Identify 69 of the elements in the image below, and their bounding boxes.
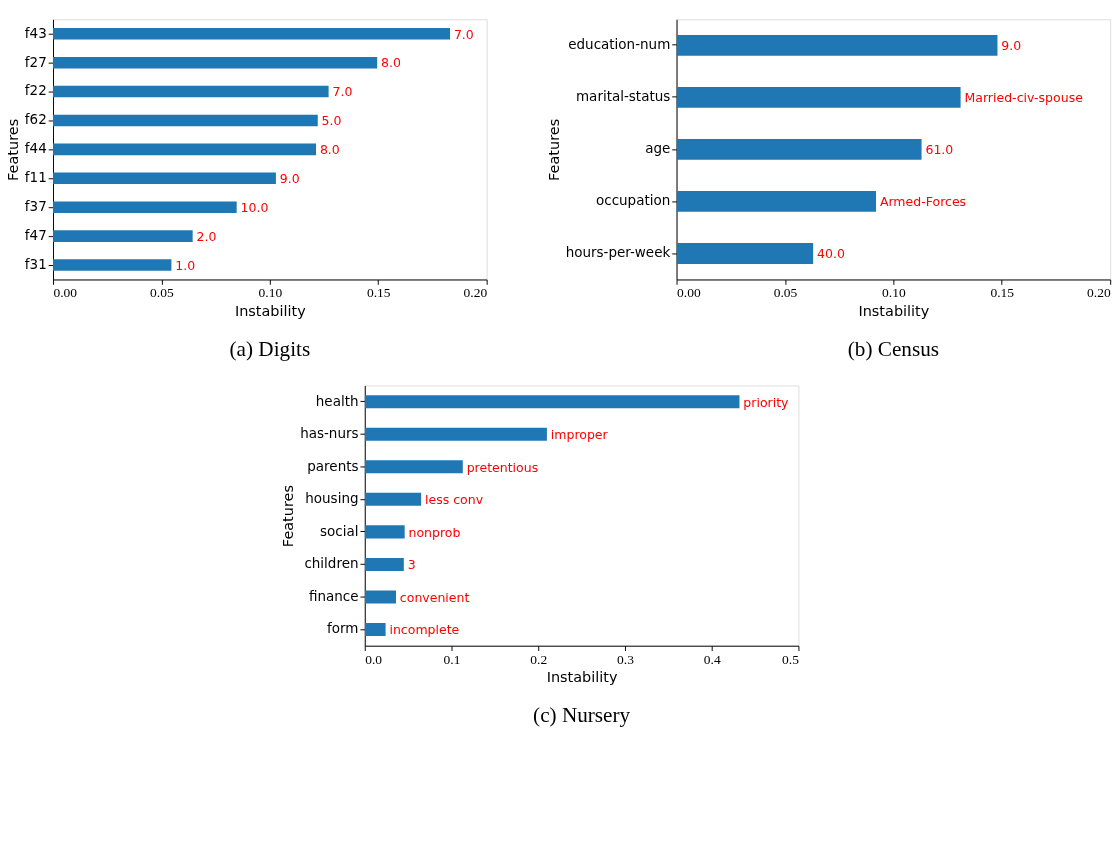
- annotation: improper: [550, 427, 609, 443]
- x-tick-label: 0.00: [53, 285, 78, 301]
- x-tick-label: 0.2: [530, 651, 548, 667]
- annotation: 8.0: [319, 142, 340, 158]
- y-tick-label: f11: [24, 169, 47, 186]
- y-axis-title: Features: [545, 118, 562, 181]
- y-axis-title: Features: [5, 118, 22, 181]
- x-axis-title: Instability: [858, 302, 930, 319]
- x-axis-title: Instability: [234, 302, 307, 319]
- annotation: 7.0: [332, 84, 353, 100]
- x-tick-label: 0.10: [258, 285, 283, 301]
- annotation: 8.0: [381, 55, 401, 71]
- x-tick-label: 0.10: [882, 285, 906, 301]
- y-tick-label: has-nurs: [300, 425, 359, 442]
- y-tick-label: f43: [24, 24, 47, 41]
- y-tick-label: health: [315, 392, 359, 409]
- x-tick-label: 0.20: [1087, 285, 1111, 301]
- x-tick-label: 0.1: [443, 651, 461, 667]
- y-tick-label: finance: [308, 587, 359, 604]
- annotation: less conv: [425, 492, 484, 508]
- x-tick-label: 0.20: [463, 285, 488, 301]
- y-tick-label: f31: [24, 255, 47, 272]
- y-tick-label: marital-status: [575, 88, 671, 105]
- x-tick-label: 0.15: [366, 285, 391, 301]
- annotation: 61.0: [925, 142, 954, 158]
- x-tick-label: 0.0: [365, 651, 383, 667]
- y-tick-label: f44: [24, 140, 47, 157]
- text: (c) Nursery: [533, 702, 631, 727]
- y-tick-label: children: [304, 555, 359, 572]
- annotation: nonprob: [408, 524, 461, 540]
- y-tick-label: parents: [307, 457, 359, 474]
- annotation: 7.0: [453, 26, 474, 42]
- y-axis-title: Features: [280, 485, 297, 548]
- annotation: 9.0: [279, 171, 300, 187]
- y-tick-label: f27: [24, 53, 47, 70]
- y-tick-label: education-num: [568, 36, 671, 53]
- y-tick-label: form: [327, 620, 359, 637]
- annotation: pretentious: [466, 459, 539, 475]
- annotation: convenient: [399, 589, 470, 605]
- text: (b) Census: [847, 336, 939, 361]
- y-tick-label: f62: [24, 111, 47, 128]
- annotation: Married-civ-spouse: [964, 90, 1084, 106]
- x-tick-label: 0.05: [773, 285, 798, 301]
- y-tick-label: f47: [24, 226, 47, 243]
- annotation: priority: [743, 394, 790, 410]
- x-tick-label: 0.05: [150, 285, 174, 301]
- text: (a) Digits: [229, 336, 311, 361]
- y-tick-label: f22: [24, 82, 47, 99]
- annotation: 9.0: [1001, 38, 1022, 54]
- annotation: 2.0: [196, 228, 217, 244]
- y-tick-label: social: [320, 522, 359, 539]
- x-tick-label: 0.15: [990, 285, 1015, 301]
- annotation: Armed-Forces: [879, 194, 967, 210]
- annotation: 10.0: [240, 200, 269, 216]
- x-axis-title: Instability: [546, 668, 618, 685]
- annotation: 1.0: [175, 257, 196, 273]
- x-tick-label: 0.00: [677, 285, 701, 301]
- annotation: incomplete: [389, 622, 460, 638]
- y-tick-label: housing: [305, 490, 359, 507]
- x-tick-label: 0.3: [617, 651, 635, 667]
- y-tick-label: occupation: [595, 192, 671, 209]
- y-tick-label: age: [645, 140, 671, 157]
- annotation: 40.0: [817, 246, 845, 262]
- annotation: 3: [407, 557, 416, 573]
- x-tick-label: 0.5: [782, 651, 800, 667]
- y-tick-label: f37: [24, 198, 47, 215]
- annotation: 5.0: [321, 113, 342, 129]
- x-tick-label: 0.4: [703, 651, 721, 667]
- y-tick-label: hours-per-week: [565, 244, 671, 261]
